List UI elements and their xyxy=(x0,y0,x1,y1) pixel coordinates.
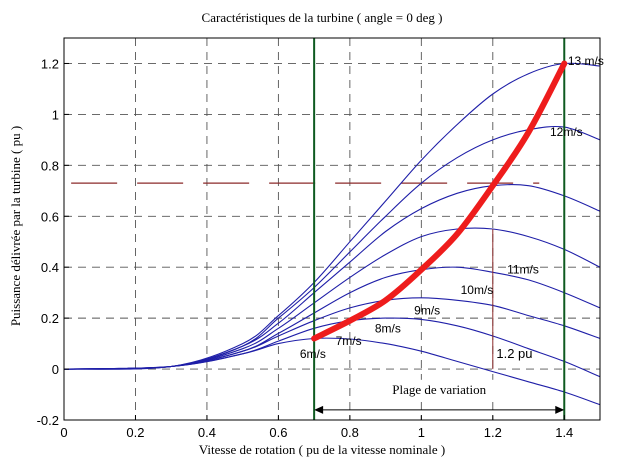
x-tick-label-0: 0 xyxy=(60,425,67,440)
x-tick-label-2: 0.4 xyxy=(198,425,216,440)
y-axis-label: Puissance délivrée par la turbine ( pu ) xyxy=(8,126,23,326)
y-tick-label-2: 0.2 xyxy=(41,311,59,326)
optimal-path-line xyxy=(311,60,568,342)
chart-title: Caractéristiques de la turbine ( angle =… xyxy=(202,10,443,25)
curve-3 xyxy=(63,266,601,370)
range-label-bg xyxy=(375,379,504,398)
curve-label-0: 6m/s xyxy=(300,347,326,361)
curve-label-3: 9m/s xyxy=(414,303,440,317)
x-tick-label-5: 1 xyxy=(418,425,425,440)
curve-label-2: 8m/s xyxy=(375,321,401,335)
y-tick-label-4: 0.6 xyxy=(41,209,59,224)
y-tick-label-0: -0.2 xyxy=(37,413,59,428)
y-tick-label-6: 1 xyxy=(52,107,59,122)
curve-label-5: 11m/s xyxy=(507,263,539,277)
y-tick-label-7: 1.2 xyxy=(41,56,59,71)
x-tick-label-7: 1.4 xyxy=(555,425,573,440)
x-tick-label-3: 0.6 xyxy=(269,425,287,440)
curve-label-4: 10m/s xyxy=(461,283,494,297)
curve-label-6: 12m/s xyxy=(550,125,583,139)
axes: 0 0.2 0.4 0.6 0.8 1 1.2 1.4-0.200.20.40.60.811.… xyxy=(37,37,601,440)
curve-4 xyxy=(63,227,601,370)
plot-background xyxy=(64,38,600,420)
plot-frame xyxy=(63,37,601,421)
y-tick-label-3: 0.4 xyxy=(41,260,59,275)
range-label: Plage de variation xyxy=(392,382,486,397)
optimal-power-path xyxy=(311,60,568,342)
pu-label: 1.2 pu xyxy=(496,346,532,361)
range-arrow-head-right xyxy=(555,405,565,414)
y-tick-label-1: 0 xyxy=(52,362,59,377)
grid xyxy=(63,38,600,421)
x-tick-label-1: 0.2 xyxy=(126,425,144,440)
x-axis-label: Vitesse de rotation ( pu de la vitesse n… xyxy=(199,442,446,457)
speed-limit-lines xyxy=(313,38,566,420)
range-arrow-head-left xyxy=(314,405,324,414)
x-tick-label-4: 0.8 xyxy=(341,425,359,440)
curve-7 xyxy=(63,62,601,370)
y-tick-label-5: 0.8 xyxy=(41,158,59,173)
curve-label-1: 7m/s xyxy=(336,334,362,348)
curve-1 xyxy=(63,317,601,378)
annotations: 6m/s 7m/s 8m/s 9m/s 10m/s 11m/s 12m/s 13 m/s 1.2… xyxy=(300,54,604,414)
curve-label-7: 13 m/s xyxy=(568,54,604,68)
x-tick-label-6: 1.2 xyxy=(484,425,502,440)
